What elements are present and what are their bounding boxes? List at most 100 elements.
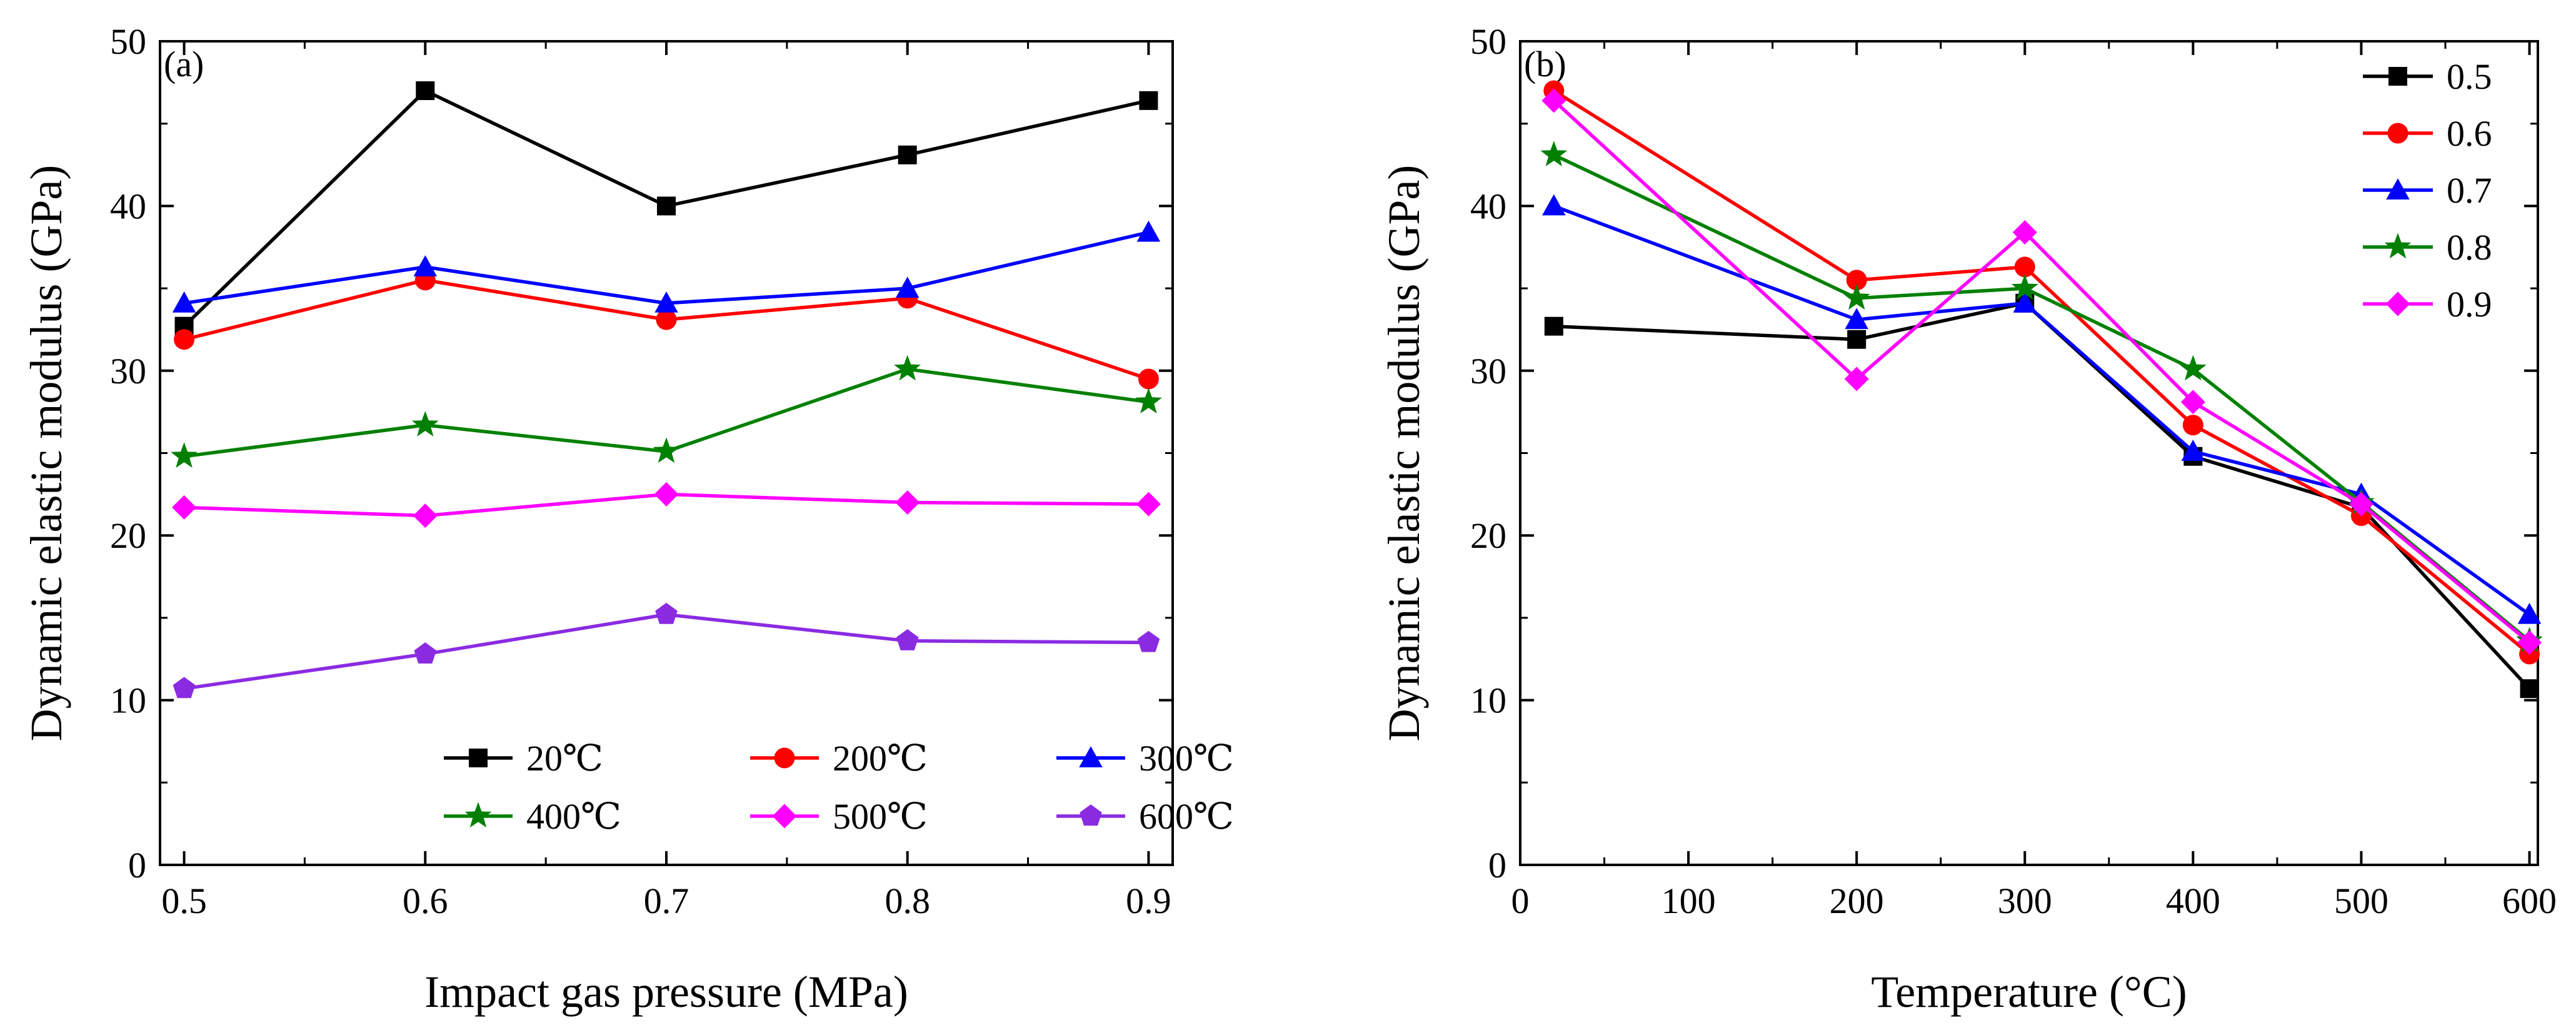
panel-a-data-point	[1136, 492, 1161, 517]
panel-a-series-5	[173, 602, 1160, 699]
panel-b-legend-marker	[2388, 67, 2407, 86]
panel-a-series-4	[172, 482, 1161, 528]
panel-b-x-tick-label: 300	[1998, 881, 2052, 921]
panel-b-data-point	[2014, 256, 2035, 278]
panel-b-x-tick-label: 500	[2334, 881, 2388, 921]
panel-a-series-0	[174, 81, 1158, 336]
panel-a-x-axis-title: Impact gas pressure (MPa)	[424, 967, 908, 1017]
panel-a-data-point	[655, 602, 678, 624]
panel-a-legend-label: 400℃	[526, 796, 621, 837]
panel-b-series-line	[1553, 301, 2531, 690]
panel-a-x-tick-label: 0.7	[644, 881, 689, 921]
panel-b-data-point	[2011, 274, 2038, 300]
panel-a-x-tick-label: 0.8	[885, 881, 930, 921]
panel-a-series-3	[171, 355, 1162, 468]
panel-b-data-point	[2348, 492, 2373, 517]
panel-b-legend-item: 0.5	[2363, 56, 2492, 97]
panel-a-legend-item: 400℃	[444, 796, 621, 837]
panel-a-data-point	[898, 145, 917, 164]
panel-a-data-point	[172, 495, 197, 520]
panel-a-legend-label: 200℃	[833, 738, 928, 779]
panel-b-data-point	[2182, 415, 2203, 436]
panel-b-legend-item: 0.8	[2363, 227, 2492, 268]
panel-b-legend-marker	[2386, 178, 2410, 199]
panel-a-data-point	[894, 355, 921, 381]
panel-b-legend-item: 0.7	[2363, 170, 2492, 211]
panel-b-data-point	[2181, 440, 2205, 461]
panel-a-data-point	[1135, 388, 1162, 413]
panel-b-data-point	[1846, 270, 1867, 291]
panel-a-legend-item: 20℃	[444, 738, 603, 779]
panel-a-data-point	[413, 503, 438, 528]
panel-a-legend-label: 600℃	[1139, 796, 1234, 837]
panel-b-legend-marker	[2384, 233, 2412, 259]
panel-b-data-point	[2180, 355, 2207, 381]
panel-b-data-point	[2180, 390, 2205, 415]
panel-b-x-tick-label: 600	[2502, 881, 2557, 921]
panel-b-legend-label: 0.9	[2447, 284, 2492, 325]
panel-b-series-line	[1553, 153, 2531, 642]
panel-b-data-point	[2517, 602, 2542, 624]
panel-b-data-point	[1845, 308, 1868, 330]
panel-a-y-tick-label: 10	[110, 680, 146, 721]
panel-b-y-tick-label: 50	[1470, 21, 1506, 62]
panel-b-panel-label: (b)	[1524, 44, 1566, 84]
panel-a-legend: 20℃ 200℃ 300℃ 400℃ 500℃ 600℃	[444, 738, 1234, 837]
panel-a-data-point	[173, 677, 196, 699]
panel-a-data-point	[1138, 368, 1159, 390]
panel-b-legend-label: 0.6	[2447, 113, 2492, 154]
panel-b-data-point	[1541, 88, 1566, 113]
panel-a-data-point	[654, 291, 678, 313]
panel-a-x-tick-label: 0.6	[403, 881, 448, 921]
panel-a-data-point	[1136, 220, 1161, 242]
panel-b-x-tick-label: 0	[1511, 881, 1530, 921]
panel-b-y-axis-title: Dynamic elastic modulus (GPa)	[1379, 165, 1429, 742]
panel-a-data-point	[1139, 91, 1158, 110]
panel-a-data-point	[413, 255, 438, 276]
panel-b-y-tick-label: 40	[1470, 186, 1506, 226]
panel-a-data-point	[657, 196, 676, 216]
panel-b-series-0	[1544, 293, 2539, 699]
panel-b-legend-label: 0.8	[2447, 227, 2492, 268]
panel-b-data-point	[2012, 220, 2037, 245]
panel-a-legend-item: 300℃	[1056, 738, 1234, 779]
panel-a-legend-item: 600℃	[1056, 796, 1234, 837]
panel-a-data-point	[174, 329, 195, 350]
panel-a: 0 10 20 30 40 50 0.5 0.6 0.7 0.8 0.9 Impact gas pre…	[21, 21, 1234, 1017]
panel-a-data-point	[895, 490, 920, 515]
panel-a-legend-marker	[469, 749, 488, 767]
panel-b-y-tick-label: 0	[1488, 845, 1506, 886]
panel-b-data-point	[1542, 194, 1566, 216]
panel-b-series-2	[1542, 194, 2542, 624]
panel-b-legend-marker	[2387, 123, 2408, 144]
panel-b-legend-marker	[2385, 291, 2410, 316]
panel-b-y-tick-label: 10	[1470, 680, 1506, 721]
panel-a-y-tick-label: 50	[110, 21, 146, 62]
panel-b-x-tick-label: 400	[2166, 881, 2220, 921]
panel-a-y-axis-title: Dynamic elastic modulus (GPa)	[21, 165, 71, 742]
panel-b-x-axis-title: Temperature (°C)	[1871, 967, 2187, 1017]
panel-a-data-point	[654, 482, 679, 507]
panel-b-legend-item: 0.9	[2363, 284, 2492, 325]
panel-a-data-point	[896, 629, 919, 650]
panel-b-data-point	[1843, 284, 1870, 310]
panel-b-y-tick-label: 30	[1470, 351, 1506, 391]
panel-a-legend-marker	[1079, 746, 1103, 767]
panel-b-series-1	[1543, 80, 2540, 665]
panel-a-legend-marker	[774, 747, 795, 769]
panel-a-y-tick-label: 40	[110, 186, 146, 226]
panel-b-legend-item: 0.6	[2363, 113, 2492, 154]
panel-a-data-point	[656, 309, 677, 330]
panel-a-y-tick-label: 0	[128, 845, 146, 886]
panel-b-data-point	[2520, 679, 2539, 699]
panel-b-series-line	[1553, 89, 2531, 655]
panel-a-legend-item: 500℃	[750, 796, 928, 837]
panel-b-x-tick-label: 100	[1661, 881, 1716, 921]
panel-a-series-1	[174, 270, 1159, 390]
panel-a-series-line	[184, 612, 1149, 690]
panel-a-data-point	[1137, 630, 1160, 652]
panel-a-legend-label: 500℃	[833, 796, 928, 837]
panel-a-data-point	[416, 81, 435, 101]
panel-a-legend-marker	[464, 802, 492, 828]
